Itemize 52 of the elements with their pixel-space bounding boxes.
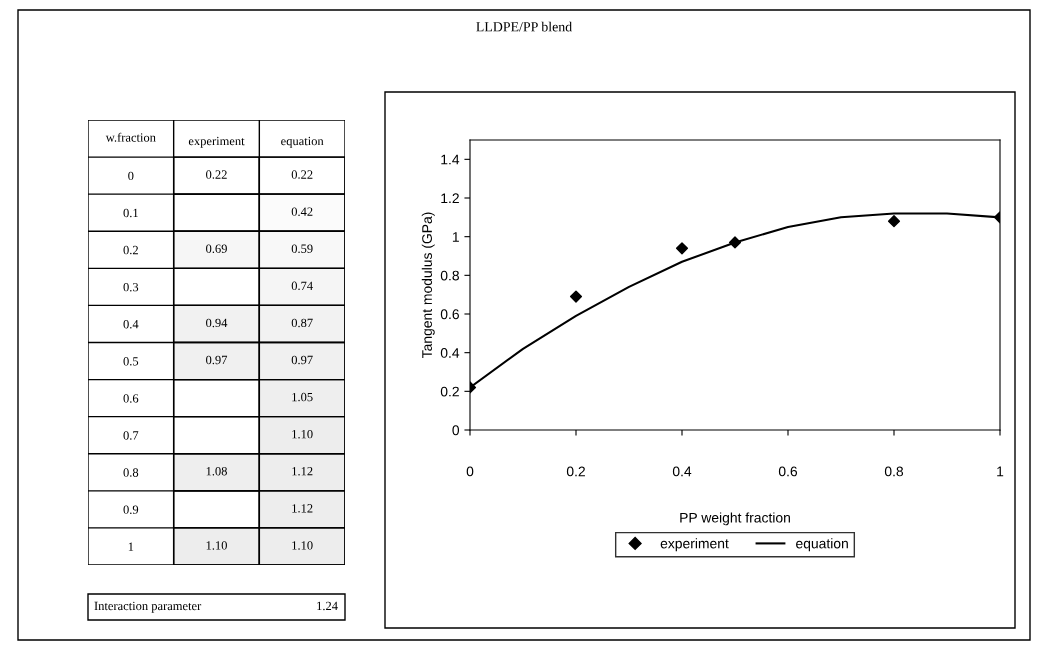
y-tick-label: 0.4	[440, 348, 460, 358]
y-tick-label: 0.7	[123, 431, 139, 440]
data-label: 0.94	[206, 318, 228, 328]
point	[675, 242, 689, 255]
data-label: 0.59	[291, 244, 313, 253]
y-tick-label: 0.5	[123, 357, 139, 366]
y-tick-label: 0	[452, 425, 460, 436]
x-tick-label: 0.4	[672, 466, 692, 477]
legend-label: experiment	[660, 538, 729, 552]
x-tick-label: 0	[466, 466, 474, 477]
y-tick-label: 0.2	[440, 386, 459, 397]
y-tick-label: 0.6	[123, 394, 139, 403]
data-label: 0.97	[206, 355, 228, 365]
y-tick-label: 1	[128, 542, 134, 551]
data-label: 0.22	[206, 170, 227, 179]
x-tick-label: 0.6	[778, 466, 798, 477]
y-tick-label: 0.6	[440, 309, 459, 320]
y-axis-title: w.fraction	[105, 132, 156, 142]
y-tick-label: 0.3	[123, 282, 139, 292]
data-label: 1.10	[292, 429, 313, 439]
y-tick-label: 0.4	[123, 319, 139, 329]
data-label: 0.74	[291, 281, 313, 291]
x-tick-label: 1	[997, 466, 1004, 477]
y-tick-label: 0	[128, 171, 134, 181]
x-axis-title: PP weight fraction	[680, 512, 790, 526]
y-tick-label: 0.8	[440, 270, 459, 281]
data-label: 1.12	[292, 504, 313, 513]
y-tick-label: 1	[452, 232, 459, 242]
text: Interaction parameter	[94, 601, 202, 613]
point	[728, 236, 742, 249]
x-tick-label: 0.8	[884, 466, 904, 477]
chart-title: LLDPE/PP blend	[476, 21, 572, 32]
data-label: 0.22	[291, 170, 313, 179]
y-tick-label: 0.9	[123, 505, 139, 514]
y-tick-label: 0.2	[123, 245, 138, 255]
data-label: 0.97	[291, 355, 313, 365]
data-label: 0.69	[206, 244, 227, 253]
data-label: 1.05	[292, 392, 313, 402]
y-axis-title: Tangent modulus (GPa)	[421, 212, 435, 359]
data-label: 1.10	[292, 541, 313, 550]
y-tick-label: 0.1	[123, 208, 138, 218]
data-label: 0.87	[291, 318, 313, 328]
y-tick-label: 1.2	[441, 193, 459, 204]
data-label: 0.42	[291, 207, 313, 216]
text: 1.24	[317, 601, 338, 611]
x-tick-label: 0.2	[566, 466, 585, 477]
y-tick-label: 1.4	[441, 154, 460, 165]
legend-label: equation	[796, 538, 848, 552]
point	[569, 290, 583, 303]
data-label: 1.12	[292, 467, 313, 476]
data-label: 1.08	[206, 466, 227, 476]
data-label: 1.10	[206, 541, 227, 550]
